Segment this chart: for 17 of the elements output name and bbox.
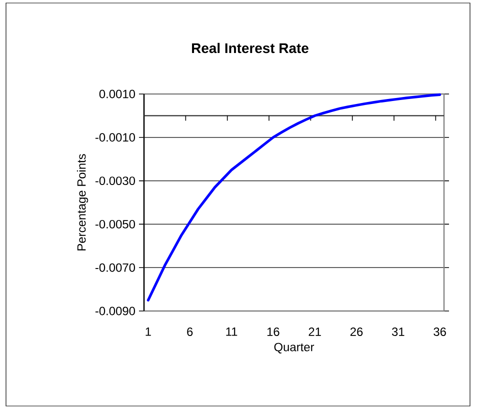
- x-axis-title: Quarter: [274, 342, 314, 354]
- chart-title: Real Interest Rate: [192, 42, 308, 54]
- x-tick-label: 31: [392, 328, 404, 336]
- y-tick-label: -0.0070: [95, 263, 136, 272]
- x-tick-label: 1: [146, 328, 151, 336]
- x-tick-label: 11: [226, 328, 238, 336]
- x-tick-label: 16: [267, 328, 280, 336]
- x-tick-label: 21: [308, 328, 321, 336]
- y-tick-label: -0.0090: [95, 306, 136, 316]
- y-tick-label: -0.0010: [95, 133, 136, 142]
- x-tick-label: 6: [187, 328, 193, 336]
- x-tick-label: 36: [434, 328, 446, 336]
- x-tick-label: 26: [350, 328, 363, 336]
- y-tick-label: 0.0010: [99, 90, 136, 98]
- y-tick-label: -0.0030: [95, 176, 136, 186]
- y-axis-title: Percentage Points: [76, 154, 88, 250]
- y-tick-label: -0.0050: [95, 220, 136, 228]
